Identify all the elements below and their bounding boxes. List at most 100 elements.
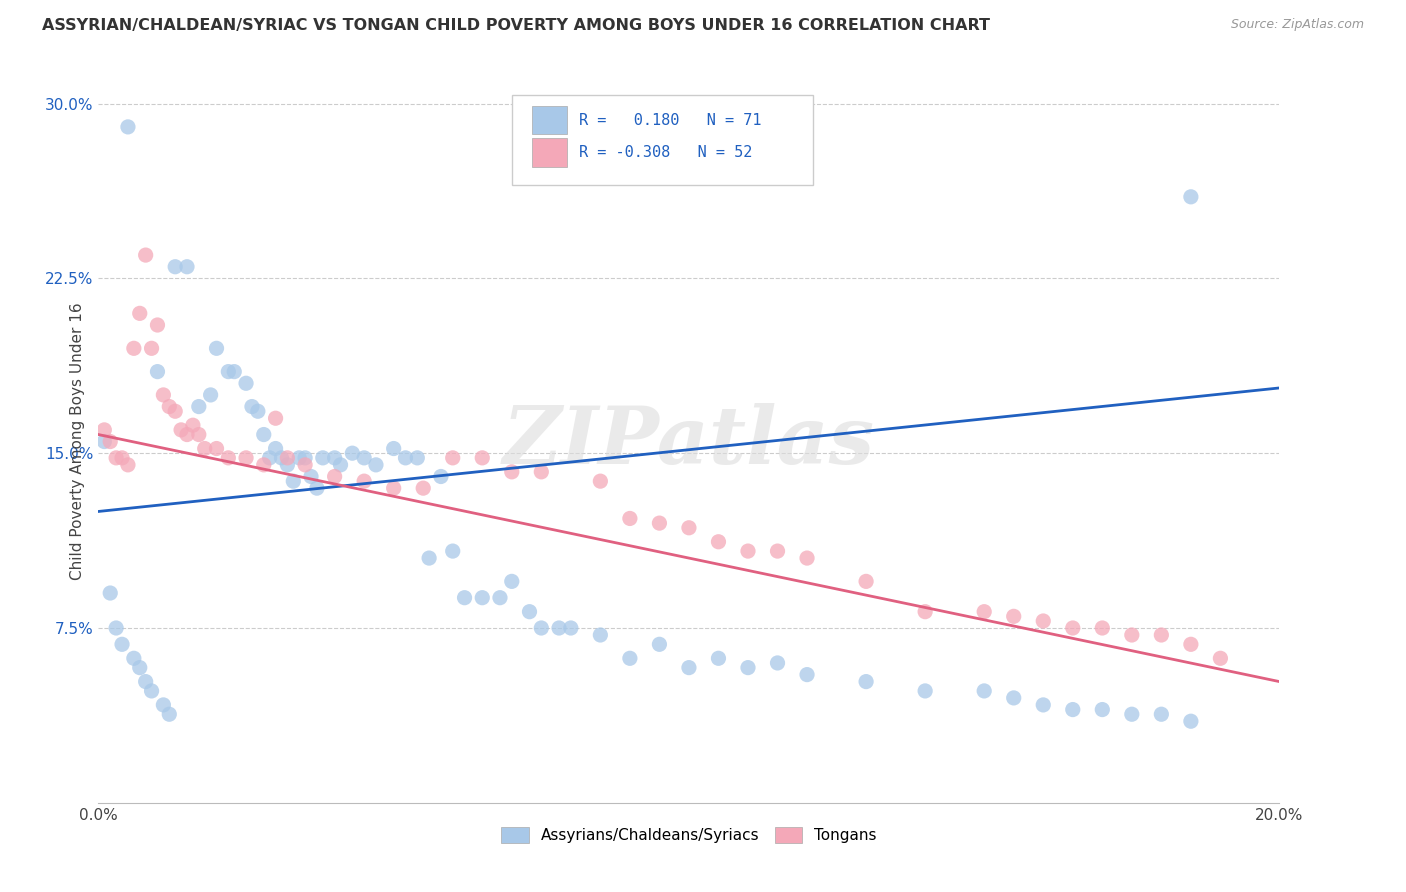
Point	[441, 450, 464, 465]
Point	[855, 674, 877, 689]
Point	[264, 411, 287, 425]
Point	[105, 450, 128, 465]
Point	[165, 404, 187, 418]
Point	[135, 248, 157, 262]
Point	[619, 511, 641, 525]
Point	[117, 458, 139, 472]
Point	[246, 404, 269, 418]
Point	[766, 656, 789, 670]
Point	[224, 365, 246, 379]
Point	[453, 591, 475, 605]
Point	[530, 465, 553, 479]
Point	[187, 400, 209, 414]
Point	[418, 551, 440, 566]
Point	[519, 605, 541, 619]
Point	[141, 684, 163, 698]
Point	[1180, 637, 1202, 651]
Point	[364, 458, 387, 472]
Point	[489, 591, 512, 605]
Point	[276, 458, 298, 472]
Point	[1150, 707, 1173, 722]
Point	[707, 534, 730, 549]
Point	[205, 442, 228, 456]
Point	[176, 260, 198, 274]
Point	[235, 450, 257, 465]
Point	[382, 481, 405, 495]
Point	[146, 318, 169, 332]
Point	[1032, 614, 1054, 628]
FancyBboxPatch shape	[531, 105, 567, 135]
Point	[1121, 707, 1143, 722]
Point	[288, 450, 311, 465]
Point	[1209, 651, 1232, 665]
Y-axis label: Child Poverty Among Boys Under 16: Child Poverty Among Boys Under 16	[69, 302, 84, 581]
Point	[165, 260, 187, 274]
Point	[157, 707, 180, 722]
Point	[560, 621, 582, 635]
Point	[93, 434, 115, 449]
Point	[122, 341, 145, 355]
Point	[294, 450, 316, 465]
FancyBboxPatch shape	[512, 95, 813, 185]
Point	[111, 637, 134, 651]
Point	[648, 516, 671, 530]
Point	[353, 450, 375, 465]
Point	[176, 427, 198, 442]
Point	[111, 450, 134, 465]
Point	[796, 667, 818, 681]
Point	[589, 628, 612, 642]
Point	[146, 365, 169, 379]
Point	[619, 651, 641, 665]
Point	[914, 605, 936, 619]
Point	[1121, 628, 1143, 642]
Point	[1180, 190, 1202, 204]
Point	[217, 450, 239, 465]
Point	[98, 434, 121, 449]
Point	[105, 621, 128, 635]
Point	[1062, 621, 1084, 635]
Point	[98, 586, 121, 600]
Point	[128, 306, 150, 320]
Point	[152, 698, 174, 712]
Text: R =   0.180   N = 71: R = 0.180 N = 71	[579, 112, 762, 128]
Point	[548, 621, 571, 635]
Point	[259, 450, 281, 465]
Text: Source: ZipAtlas.com: Source: ZipAtlas.com	[1230, 18, 1364, 31]
Point	[299, 469, 322, 483]
Point	[323, 469, 346, 483]
Point	[342, 446, 364, 460]
Point	[264, 442, 287, 456]
Point	[1180, 714, 1202, 729]
Point	[855, 574, 877, 589]
Point	[501, 574, 523, 589]
Text: ZIPatlas: ZIPatlas	[503, 403, 875, 480]
Point	[305, 481, 328, 495]
Point	[589, 474, 612, 488]
Text: R = -0.308   N = 52: R = -0.308 N = 52	[579, 145, 752, 160]
Legend: Assyrians/Chaldeans/Syriacs, Tongans: Assyrians/Chaldeans/Syriacs, Tongans	[495, 822, 883, 849]
Point	[93, 423, 115, 437]
Point	[707, 651, 730, 665]
Point	[394, 450, 416, 465]
Point	[294, 458, 316, 472]
Point	[471, 450, 494, 465]
Point	[737, 660, 759, 674]
Point	[117, 120, 139, 134]
Point	[312, 450, 335, 465]
Point	[430, 469, 453, 483]
Point	[200, 388, 222, 402]
Point	[1002, 609, 1025, 624]
Point	[217, 365, 239, 379]
Point	[914, 684, 936, 698]
Point	[648, 637, 671, 651]
Point	[283, 474, 305, 488]
Text: ASSYRIAN/CHALDEAN/SYRIAC VS TONGAN CHILD POVERTY AMONG BOYS UNDER 16 CORRELATION: ASSYRIAN/CHALDEAN/SYRIAC VS TONGAN CHILD…	[42, 18, 990, 33]
Point	[276, 450, 298, 465]
Point	[181, 418, 204, 433]
Point	[406, 450, 429, 465]
Point	[329, 458, 352, 472]
Point	[1091, 621, 1114, 635]
FancyBboxPatch shape	[531, 138, 567, 167]
Point	[382, 442, 405, 456]
Point	[1062, 702, 1084, 716]
